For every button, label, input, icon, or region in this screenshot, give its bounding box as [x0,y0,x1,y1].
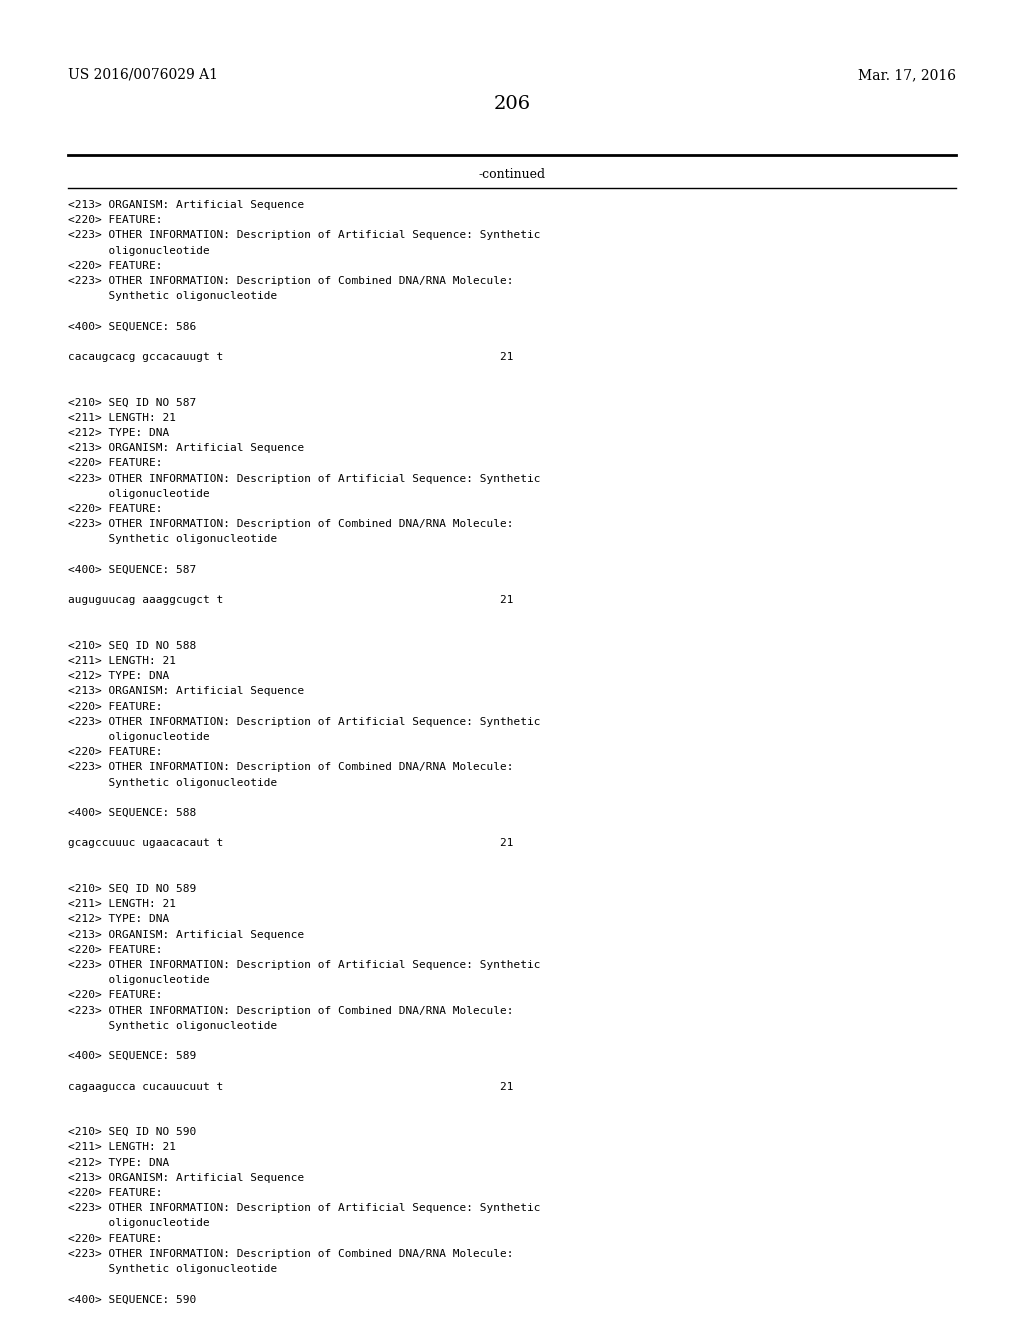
Text: Synthetic oligonucleotide: Synthetic oligonucleotide [68,535,278,544]
Text: <400> SEQUENCE: 589: <400> SEQUENCE: 589 [68,1051,197,1061]
Text: <220> FEATURE:: <220> FEATURE: [68,945,163,954]
Text: gcagccuuuc ugaacacaut t                                         21: gcagccuuuc ugaacacaut t 21 [68,838,513,849]
Text: <400> SEQUENCE: 588: <400> SEQUENCE: 588 [68,808,197,818]
Text: Synthetic oligonucleotide: Synthetic oligonucleotide [68,777,278,788]
Text: oligonucleotide: oligonucleotide [68,488,210,499]
Text: cagaagucca cucauucuut t                                         21: cagaagucca cucauucuut t 21 [68,1081,513,1092]
Text: <213> ORGANISM: Artificial Sequence: <213> ORGANISM: Artificial Sequence [68,444,304,453]
Text: <223> OTHER INFORMATION: Description of Combined DNA/RNA Molecule:: <223> OTHER INFORMATION: Description of … [68,1249,513,1259]
Text: <400> SEQUENCE: 586: <400> SEQUENCE: 586 [68,322,197,331]
Text: <210> SEQ ID NO 588: <210> SEQ ID NO 588 [68,640,197,651]
Text: <210> SEQ ID NO 590: <210> SEQ ID NO 590 [68,1127,197,1138]
Text: -continued: -continued [478,168,546,181]
Text: <211> LENGTH: 21: <211> LENGTH: 21 [68,1142,176,1152]
Text: <213> ORGANISM: Artificial Sequence: <213> ORGANISM: Artificial Sequence [68,1172,304,1183]
Text: <223> OTHER INFORMATION: Description of Artificial Sequence: Synthetic: <223> OTHER INFORMATION: Description of … [68,474,541,483]
Text: <212> TYPE: DNA: <212> TYPE: DNA [68,428,169,438]
Text: oligonucleotide: oligonucleotide [68,246,210,256]
Text: Synthetic oligonucleotide: Synthetic oligonucleotide [68,292,278,301]
Text: <223> OTHER INFORMATION: Description of Combined DNA/RNA Molecule:: <223> OTHER INFORMATION: Description of … [68,519,513,529]
Text: <213> ORGANISM: Artificial Sequence: <213> ORGANISM: Artificial Sequence [68,201,304,210]
Text: <210> SEQ ID NO 589: <210> SEQ ID NO 589 [68,884,197,894]
Text: <223> OTHER INFORMATION: Description of Artificial Sequence: Synthetic: <223> OTHER INFORMATION: Description of … [68,960,541,970]
Text: <220> FEATURE:: <220> FEATURE: [68,458,163,469]
Text: <223> OTHER INFORMATION: Description of Combined DNA/RNA Molecule:: <223> OTHER INFORMATION: Description of … [68,1006,513,1015]
Text: <223> OTHER INFORMATION: Description of Combined DNA/RNA Molecule:: <223> OTHER INFORMATION: Description of … [68,276,513,286]
Text: <220> FEATURE:: <220> FEATURE: [68,990,163,1001]
Text: <220> FEATURE:: <220> FEATURE: [68,747,163,758]
Text: <223> OTHER INFORMATION: Description of Artificial Sequence: Synthetic: <223> OTHER INFORMATION: Description of … [68,717,541,727]
Text: <212> TYPE: DNA: <212> TYPE: DNA [68,915,169,924]
Text: <400> SEQUENCE: 587: <400> SEQUENCE: 587 [68,565,197,574]
Text: Synthetic oligonucleotide: Synthetic oligonucleotide [68,1265,278,1274]
Text: auguguucag aaaggcugct t                                         21: auguguucag aaaggcugct t 21 [68,595,513,605]
Text: <220> FEATURE:: <220> FEATURE: [68,1188,163,1199]
Text: oligonucleotide: oligonucleotide [68,975,210,985]
Text: <213> ORGANISM: Artificial Sequence: <213> ORGANISM: Artificial Sequence [68,686,304,697]
Text: cacaugcacg gccacauugt t                                         21: cacaugcacg gccacauugt t 21 [68,352,513,362]
Text: oligonucleotide: oligonucleotide [68,1218,210,1229]
Text: <213> ORGANISM: Artificial Sequence: <213> ORGANISM: Artificial Sequence [68,929,304,940]
Text: Synthetic oligonucleotide: Synthetic oligonucleotide [68,1020,278,1031]
Text: oligonucleotide: oligonucleotide [68,733,210,742]
Text: <211> LENGTH: 21: <211> LENGTH: 21 [68,413,176,422]
Text: <223> OTHER INFORMATION: Description of Artificial Sequence: Synthetic: <223> OTHER INFORMATION: Description of … [68,231,541,240]
Text: <223> OTHER INFORMATION: Description of Combined DNA/RNA Molecule:: <223> OTHER INFORMATION: Description of … [68,763,513,772]
Text: <220> FEATURE:: <220> FEATURE: [68,215,163,226]
Text: <212> TYPE: DNA: <212> TYPE: DNA [68,671,169,681]
Text: Mar. 17, 2016: Mar. 17, 2016 [858,69,956,82]
Text: 206: 206 [494,95,530,114]
Text: <220> FEATURE:: <220> FEATURE: [68,261,163,271]
Text: <220> FEATURE:: <220> FEATURE: [68,702,163,711]
Text: <211> LENGTH: 21: <211> LENGTH: 21 [68,656,176,667]
Text: <211> LENGTH: 21: <211> LENGTH: 21 [68,899,176,909]
Text: <220> FEATURE:: <220> FEATURE: [68,504,163,513]
Text: <212> TYPE: DNA: <212> TYPE: DNA [68,1158,169,1168]
Text: <220> FEATURE:: <220> FEATURE: [68,1234,163,1243]
Text: <400> SEQUENCE: 590: <400> SEQUENCE: 590 [68,1295,197,1304]
Text: US 2016/0076029 A1: US 2016/0076029 A1 [68,69,218,82]
Text: <210> SEQ ID NO 587: <210> SEQ ID NO 587 [68,397,197,408]
Text: <223> OTHER INFORMATION: Description of Artificial Sequence: Synthetic: <223> OTHER INFORMATION: Description of … [68,1204,541,1213]
